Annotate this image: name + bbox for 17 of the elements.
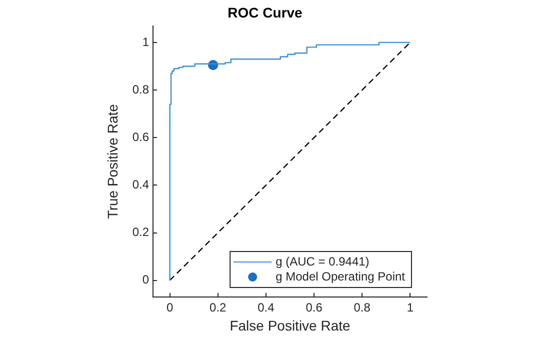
- y-tick-label: 0.6: [132, 130, 150, 144]
- y-tick-label: 0.8: [132, 82, 150, 96]
- legend-label: g (AUC = 0.9441): [276, 254, 370, 268]
- x-tick-label: 1: [406, 300, 414, 315]
- y-tick-label: 0.2: [132, 225, 150, 240]
- legend-label: g Model Operating Point: [276, 269, 406, 284]
- y-tick-label: 1: [142, 34, 150, 49]
- x-tick-label: 0.8: [354, 300, 371, 315]
- x-axis-title: False Positive Rate: [230, 317, 351, 334]
- x-tick-label: 0.2: [210, 300, 227, 315]
- y-tick-label: 0.4: [132, 178, 150, 192]
- chart-title: ROC Curve: [228, 4, 303, 20]
- y-tick-label: 0: [142, 272, 150, 287]
- x-tick-label: 0.4: [258, 300, 275, 315]
- y-axis-title: True Positive Rate: [104, 104, 120, 219]
- x-tick-label: 0.6: [306, 300, 323, 315]
- x-tick-label: 0: [166, 300, 174, 315]
